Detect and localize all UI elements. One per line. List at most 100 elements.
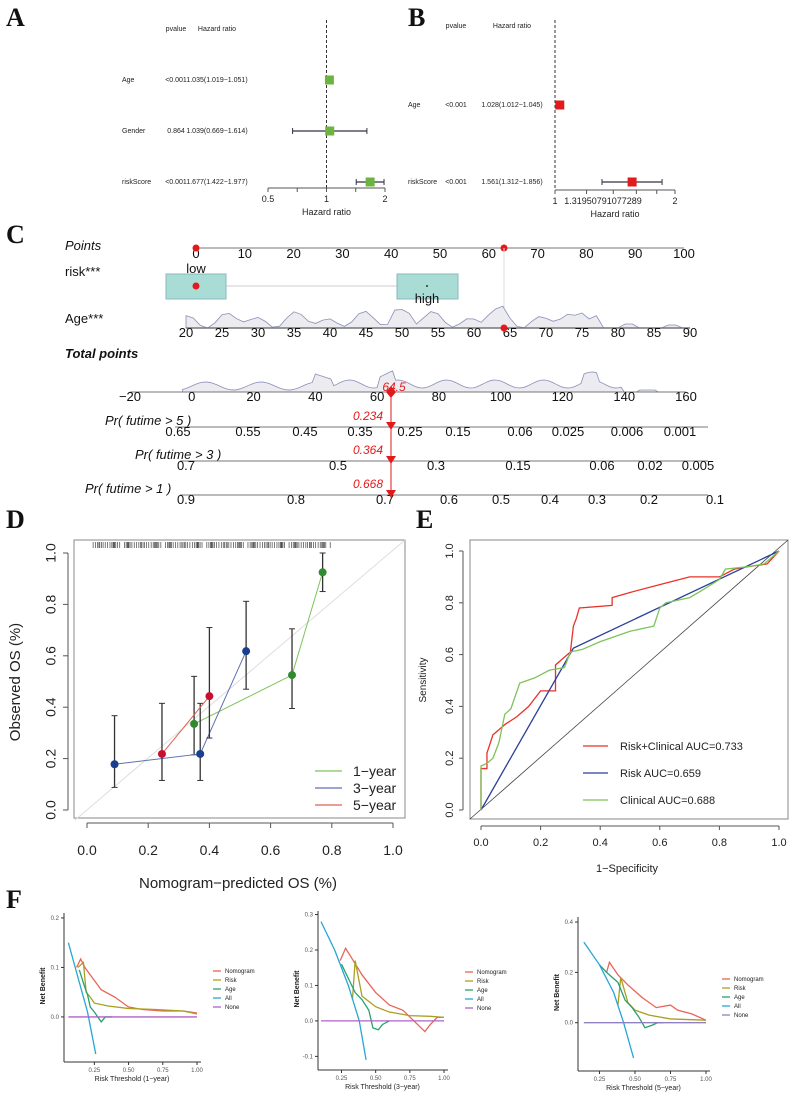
panel-label-b: B [408,3,425,32]
row-pvalue: <0.001 [445,179,467,186]
ideal-line [74,539,406,821]
row-pvalue: 0.864 [167,128,185,135]
legend-label: Nomogram [225,969,255,975]
calibration-point [288,671,297,680]
diagonal-line [469,539,789,820]
y-tick-label: 0.6 [444,647,456,662]
y-axis-title: Net Benefit [294,970,301,1008]
calibration-line [193,572,324,725]
y-axis-title: Observed OS (%) [7,623,24,741]
risk-label: risk*** [65,264,100,279]
x-tick-label: 0.0 [473,837,488,849]
pr3-tick-label: 0.06 [589,458,614,473]
x-tick-label: 0.2 [533,837,548,849]
y-tick-label: 0.0 [51,1015,60,1021]
age-tick-label: 85 [647,325,661,340]
pr3-marker [386,456,397,464]
pvalue-header: pvalue [446,23,467,30]
y-axis-title: Sensitivity [418,657,429,702]
age-tick-label: 50 [395,325,409,340]
pr5-tick-label: 0.35 [347,424,372,439]
legend-label: Nomogram [477,970,507,976]
x-tick-label: 1 [552,196,557,206]
legend-label: None [734,1013,749,1019]
points-tick-label: 80 [579,246,593,261]
legend-label: Risk [734,986,747,992]
pr1-tick-label: 0.5 [492,492,510,507]
age-tick-label: 25 [215,325,229,340]
age-label: Age*** [65,311,103,326]
y-tick-label: 0.4 [565,920,574,926]
dca-curve [340,963,390,1031]
hr-point [627,177,637,187]
age-tick-label: 75 [575,325,589,340]
points-tick-label: 90 [628,246,642,261]
legend-label: Risk [225,978,238,984]
y-tick-label: 0.4 [43,697,59,717]
roc-curve [480,550,780,810]
total-tick-label: 60 [370,389,384,404]
panel-label-d: D [6,505,25,534]
x-tick-label: 1.0 [771,837,786,849]
x-tick-label: 0.6 [261,842,281,858]
points-tick-label: 40 [384,246,398,261]
pr1-tick-label: 0.6 [440,492,458,507]
pr1-tick-label: 0.2 [640,492,658,507]
row-hr: 1.028(1.012−1.045) [481,102,542,109]
legend-label: Nomogram [734,977,764,983]
row-name: Age [408,102,421,109]
row-hr: 1.035(1.019−1.051) [186,77,247,84]
legend-label: Risk [477,979,490,985]
x-tick-label: 1.00 [191,1068,203,1074]
hr-point [325,126,335,136]
panel-f-dca-1year: 0.25 0.50 0.75 1.00 0.0 0.1 0.2 Risk Threshold … [40,913,255,1083]
hr-header: Hazard ratio [493,23,531,30]
risk-high-dot [426,285,428,287]
pr3-tick-label: 0.5 [329,458,347,473]
risk-low-label: low [186,261,206,276]
panel-label-e: E [416,505,433,534]
x-tick-label: 2 [672,196,677,206]
pr1-tick-label: 0.7 [376,492,394,507]
dca-curve [75,957,198,1014]
total-marker-value: 64.5 [382,380,406,394]
pr3-marker-value: 0.364 [353,443,383,457]
x-tick-label: 0.6 [652,837,667,849]
x-tick-label: 0.25 [594,1077,606,1083]
row-name: Gender [122,128,146,135]
pr1-label: Pr( futime > 1 ) [85,481,171,496]
y-tick-label: 0.2 [444,751,456,766]
row-pvalue: <0.001 [165,179,187,186]
x-axis-title: Nomogram−predicted OS (%) [139,875,337,892]
y-tick-label: 0.2 [51,916,60,922]
hr-point [324,75,334,85]
pr3-tick-label: 0.7 [177,458,195,473]
legend-label: All [477,997,484,1003]
age-tick-label: 90 [683,325,697,340]
panel-label-f: F [6,885,22,914]
legend-label: Risk AUC=0.659 [620,768,701,780]
pr5-tick-label: 0.001 [664,424,697,439]
pr3-tick-label: 0.02 [637,458,662,473]
pr5-tick-label: 0.025 [552,424,585,439]
pr1-tick-label: 0.4 [541,492,559,507]
pr1-tick-label: 0.8 [287,492,305,507]
calibration-point [196,749,205,758]
risk-high-label: high [415,291,440,306]
total-tick-label: 120 [552,389,574,404]
pr1-tick-label: 0.9 [177,492,195,507]
x-tick-label: 0.8 [712,837,727,849]
row-pvalue: <0.001 [445,102,467,109]
pr5-label: Pr( futime > 5 ) [105,413,191,428]
dca-curve [598,964,664,1029]
x-tick-label: 0.75 [157,1068,169,1074]
pr5-marker [386,422,397,430]
panel-label-c: C [6,220,25,249]
age-marker [500,324,508,332]
total-density [182,370,662,393]
calibration-point [190,719,199,728]
legend-label: Clinical AUC=0.688 [620,795,715,807]
plot-frame [73,539,406,819]
legend-label: 1−year [353,763,397,779]
x-tick-label: 1.31950791077289 [564,196,642,206]
